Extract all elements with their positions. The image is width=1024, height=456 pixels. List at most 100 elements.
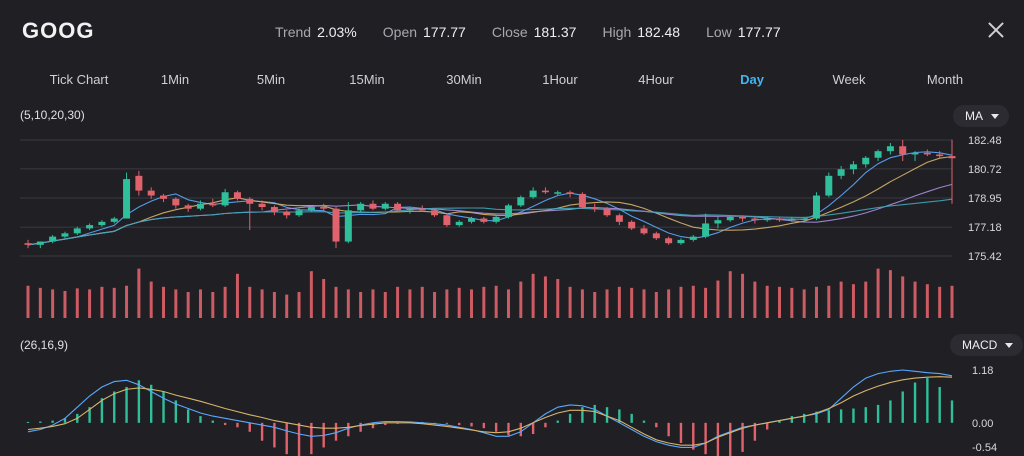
candle-body: [948, 156, 956, 159]
macd-hist-bar: [507, 422, 510, 436]
candle-body: [480, 218, 488, 222]
volume-bar: [88, 289, 92, 318]
candle-body: [406, 208, 414, 211]
volume-bar: [309, 271, 313, 318]
volume-bar: [679, 286, 683, 318]
macd-hist-bar: [593, 404, 596, 423]
ma-indicator-dropdown[interactable]: MA: [953, 105, 1009, 127]
volume-bar: [642, 289, 646, 318]
volume-bar: [433, 292, 437, 318]
candle-body: [714, 220, 722, 224]
candle-body: [874, 151, 882, 158]
tab-tick-chart[interactable]: Tick Chart: [49, 72, 109, 87]
volume-bar: [75, 288, 79, 318]
candle-body: [184, 205, 192, 209]
volume-bar: [543, 276, 547, 318]
chevron-down-icon: [991, 113, 999, 119]
macd-params: (26,16,9): [20, 338, 69, 352]
macd-hist-bar: [568, 413, 572, 423]
volume-bar: [925, 284, 929, 318]
macd-hist-bar: [864, 407, 867, 423]
close-label: Close: [491, 24, 528, 40]
price-tick-label: 177.18: [968, 222, 1002, 234]
volume-bar: [248, 286, 252, 318]
volume-bar: [420, 286, 424, 318]
macd-hist-bar: [852, 408, 855, 423]
macd-hist-bar: [63, 418, 67, 423]
macd-hist-bar: [766, 422, 769, 430]
tab-5min[interactable]: 5Min: [256, 72, 286, 87]
tab-month[interactable]: Month: [926, 72, 964, 87]
candle-body: [936, 154, 944, 157]
tab-1hour[interactable]: 1Hour: [542, 72, 578, 87]
candle-body: [726, 216, 734, 221]
volume-bar: [568, 286, 572, 318]
tab-30min[interactable]: 30Min: [446, 72, 482, 87]
ma10-line: [27, 155, 953, 246]
candle-body: [763, 218, 771, 221]
volume-bar: [63, 290, 67, 318]
low-value: 177.77: [737, 24, 781, 40]
volume-bar: [753, 281, 757, 318]
macd-hist-bar: [137, 380, 141, 423]
volume-bar: [272, 292, 276, 318]
ma-dropdown-label: MA: [965, 109, 983, 123]
volume-bar: [445, 289, 449, 318]
volume-bar: [408, 289, 412, 318]
macd-hist-bar: [815, 411, 818, 423]
tab-4hour[interactable]: 4Hour: [638, 72, 674, 87]
macd-hist-bar: [260, 422, 264, 441]
candle-body: [320, 207, 328, 209]
candle-body: [591, 207, 599, 209]
macd-hist-bar: [790, 416, 794, 423]
candle-body: [196, 203, 204, 209]
macd-hist-bar: [51, 420, 54, 423]
macd-hist-bar: [347, 422, 350, 437]
candle-body: [849, 164, 857, 170]
volume-bar: [556, 279, 560, 318]
candle-body: [689, 236, 697, 240]
volume-bar: [371, 289, 375, 318]
macd-hist-bar: [519, 422, 522, 437]
tab-week[interactable]: Week: [832, 72, 866, 87]
price-tick-label: 180.72: [968, 164, 1002, 176]
volume-bar: [235, 273, 239, 318]
candle-body: [283, 211, 291, 216]
macd-hist-bar: [285, 422, 288, 455]
tab-1min[interactable]: 1Min: [160, 72, 190, 87]
macd-hist-bar: [310, 422, 313, 455]
macd-hist-bar: [618, 409, 621, 423]
candle-body: [369, 203, 377, 209]
macd-hist-bar: [741, 422, 744, 452]
volume-bar: [605, 289, 609, 318]
candle-body: [135, 175, 143, 191]
high-stat: High 182.48: [602, 24, 680, 40]
candle-body: [221, 192, 229, 206]
macd-hist-bar: [913, 382, 917, 423]
candle-body: [209, 203, 217, 206]
volume-bar: [211, 292, 215, 318]
volume-bar: [112, 287, 116, 318]
macd-hist-bar: [100, 398, 104, 423]
open-label: Open: [382, 24, 418, 40]
volume-bar: [506, 289, 510, 318]
volume-bar: [186, 292, 190, 318]
macd-hist-bar: [211, 420, 214, 423]
candle-body: [886, 146, 894, 152]
macd-hist-bar: [334, 422, 338, 441]
trend-value: 2.03%: [317, 24, 357, 40]
macd-indicator-dropdown[interactable]: MACD: [950, 334, 1024, 356]
macd-line: [27, 369, 953, 448]
macd-hist-bar: [125, 387, 128, 423]
candle-body: [566, 192, 574, 194]
candle-body: [418, 208, 426, 211]
candle-body: [455, 221, 463, 226]
macd-hist-bar: [150, 384, 153, 423]
close-stat: Close 181.37: [492, 24, 577, 40]
tab-day[interactable]: Day: [740, 72, 764, 87]
candle-body: [776, 218, 784, 221]
tab-15min[interactable]: 15Min: [349, 72, 385, 87]
volume-bar: [359, 292, 363, 318]
macd-tick-label: 0.00: [972, 418, 993, 430]
